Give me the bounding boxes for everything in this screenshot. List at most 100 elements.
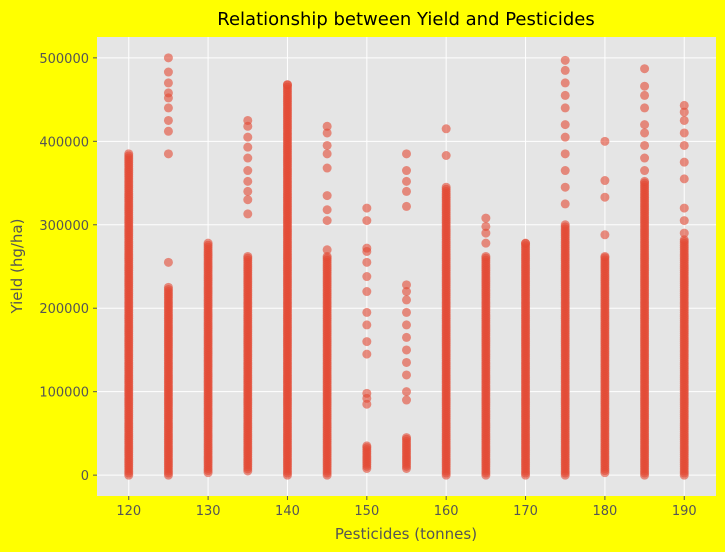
scatter-point (560, 220, 570, 230)
scatter-point (402, 287, 411, 297)
scatter-point (441, 151, 451, 161)
scatter-point (481, 251, 491, 261)
scatter-point (402, 395, 411, 405)
scatter-point (322, 149, 332, 159)
scatter-point (640, 176, 650, 186)
scatter-point (679, 203, 689, 213)
scatter-point (402, 370, 411, 380)
scatter-point (481, 221, 491, 231)
scatter-point (640, 103, 650, 113)
scatter-point (560, 120, 570, 130)
x-tick-label: 120 (116, 504, 141, 519)
scatter-point (163, 282, 173, 292)
scatter-point (322, 245, 332, 255)
scatter-point (402, 307, 411, 317)
x-tick-label: 190 (672, 504, 697, 519)
scatter-point (560, 103, 570, 113)
scatter-point (560, 78, 570, 88)
scatter-point (163, 103, 173, 113)
scatter-point (362, 272, 372, 282)
x-tick-label: 170 (513, 504, 538, 519)
scatter-point (362, 388, 372, 398)
chart-title: Relationship between Yield and Pesticide… (217, 9, 594, 30)
scatter-point (441, 182, 451, 192)
scatter-point (243, 176, 253, 186)
scatter-point (243, 186, 253, 196)
scatter-point (402, 280, 411, 290)
scatter-point (243, 195, 253, 205)
scatter-point (640, 120, 650, 130)
scatter-point (243, 153, 253, 163)
scatter-point (481, 213, 491, 223)
scatter-point (362, 349, 372, 359)
scatter-point (640, 140, 650, 150)
scatter-point (362, 337, 372, 347)
scatter-point (402, 149, 411, 159)
scatter-point (481, 238, 491, 248)
scatter-point (679, 115, 689, 125)
scatter-point (243, 251, 253, 261)
y-tick-label: 300000 (39, 219, 89, 234)
scatter-point (402, 295, 411, 305)
scatter-point (163, 53, 173, 63)
scatter-point (600, 136, 610, 146)
scatter-point (679, 157, 689, 167)
scatter-point (243, 115, 253, 125)
scatter-point (560, 149, 570, 159)
scatter-point (560, 65, 570, 75)
scatter-point (362, 287, 372, 297)
scatter-point (481, 228, 491, 238)
scatter-point (560, 199, 570, 209)
scatter-point (679, 100, 689, 110)
scatter-point (560, 90, 570, 100)
scatter-point (560, 182, 570, 192)
x-tick-label: 140 (275, 504, 300, 519)
scatter-point (362, 203, 372, 213)
scatter-point (362, 216, 372, 226)
scatter-point (679, 235, 689, 245)
scatter-point (402, 345, 411, 355)
x-tick-label: 180 (592, 504, 617, 519)
scatter-point (560, 132, 570, 142)
scatter-point (163, 67, 173, 77)
y-tick-label: 200000 (39, 302, 89, 317)
scatter-point (640, 81, 650, 91)
scatter-point (441, 124, 451, 134)
y-tick-label: 0 (81, 469, 89, 484)
scatter-point (163, 257, 173, 267)
scatter-point (560, 166, 570, 176)
scatter-point (322, 121, 332, 131)
scatter-point (243, 209, 253, 219)
scatter-point (322, 205, 332, 215)
scatter-point (124, 149, 134, 159)
scatter-point (243, 166, 253, 176)
scatter-point (521, 238, 531, 248)
scatter-point (322, 140, 332, 150)
y-tick-label: 100000 (39, 386, 89, 401)
scatter-point (402, 166, 411, 176)
scatter-point (402, 332, 411, 342)
scatter-point (402, 433, 411, 443)
scatter-point (322, 191, 332, 201)
scatter-point (402, 387, 411, 397)
scatter-point (600, 251, 610, 261)
y-axis-ticks: 0 100000 200000 300000 400000 500000 (39, 52, 97, 484)
scatter-point (243, 132, 253, 142)
scatter-point (402, 320, 411, 330)
y-tick-label: 500000 (39, 52, 89, 67)
scatter-point (600, 230, 610, 240)
scatter-point (679, 140, 689, 150)
scatter-point (679, 128, 689, 138)
scatter-point (322, 251, 332, 261)
plot-area (97, 37, 716, 496)
scatter-point (679, 174, 689, 184)
x-tick-label: 160 (434, 504, 459, 519)
scatter-point (640, 64, 650, 74)
scatter-point (322, 216, 332, 226)
scatter-point (362, 320, 372, 330)
scatter-point (163, 115, 173, 125)
scatter-point (362, 257, 372, 267)
y-tick-label: 400000 (39, 135, 89, 150)
scatter-point (402, 201, 411, 211)
